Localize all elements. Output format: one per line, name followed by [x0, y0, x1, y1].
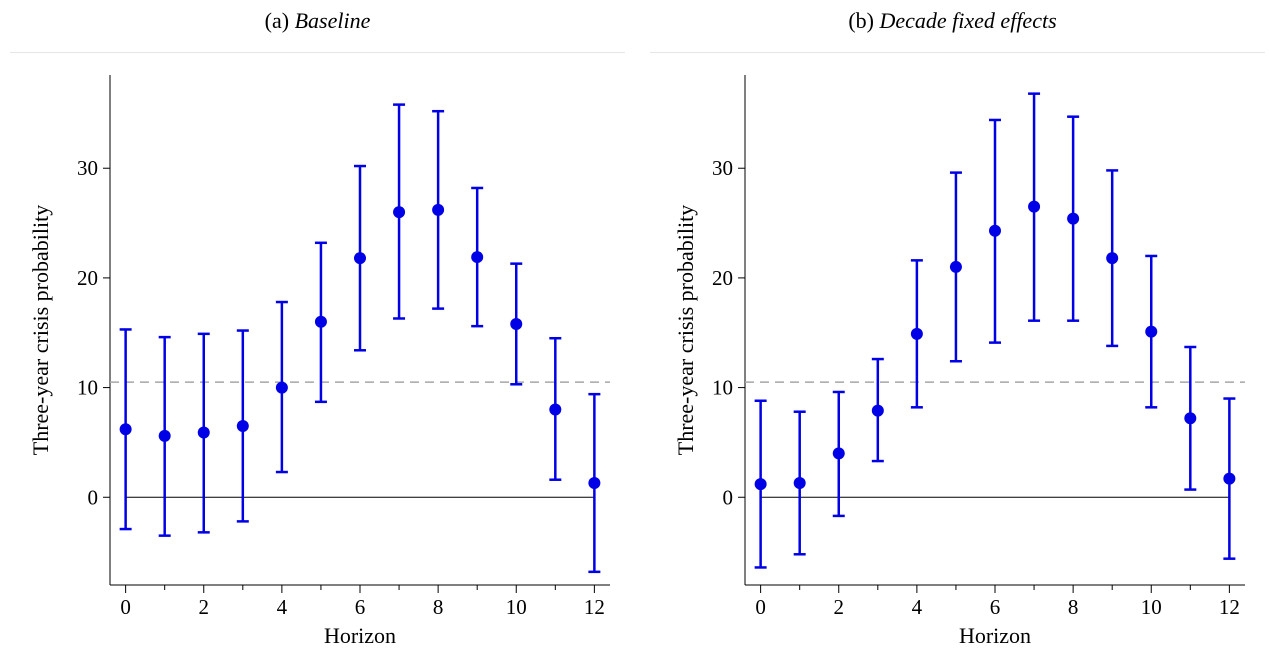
- y-tick-label: 0: [723, 485, 734, 509]
- panel-caption: (b) Decade fixed effects: [635, 8, 1270, 34]
- data-point: [354, 252, 366, 265]
- data-point: [549, 403, 562, 416]
- data-point: [1028, 200, 1041, 213]
- x-tick-label: 2: [199, 595, 210, 619]
- data-point: [236, 419, 249, 432]
- data-point: [1223, 472, 1236, 485]
- y-tick-label: 0: [88, 485, 99, 509]
- data-point: [158, 429, 171, 442]
- y-tick-label: 30: [712, 156, 733, 180]
- x-tick-label: 6: [355, 595, 366, 619]
- data-point: [275, 381, 288, 394]
- data-point: [314, 315, 327, 328]
- y-tick-label: 10: [712, 376, 733, 400]
- y-axis-label: Three-year crisis probability: [673, 205, 698, 455]
- data-point: [1106, 252, 1119, 265]
- data-point: [793, 477, 806, 489]
- x-tick-label: 8: [433, 595, 444, 619]
- data-point: [119, 423, 132, 436]
- x-tick-label: 6: [990, 595, 1001, 619]
- data-point: [1145, 325, 1158, 338]
- data-point: [197, 426, 210, 439]
- data-point: [1184, 412, 1197, 425]
- panel-subtitle: Baseline: [294, 8, 371, 33]
- data-point: [1067, 212, 1080, 225]
- y-tick-label: 20: [77, 266, 98, 290]
- x-tick-label: 4: [277, 595, 288, 619]
- panel-subtitle: Decade fixed effects: [879, 8, 1057, 33]
- data-point: [393, 206, 406, 219]
- caption-divider: [650, 52, 1265, 53]
- x-tick-label: 0: [755, 595, 766, 619]
- caption-divider: [10, 52, 625, 53]
- panel-baseline: (a) Baseline 0 10 20 30 0 2 4 6 8 10 12 Horizon Thre…: [0, 8, 635, 648]
- data-point: [510, 317, 523, 330]
- data-point: [588, 477, 601, 489]
- x-tick-label: 10: [506, 595, 527, 619]
- x-tick-label: 12: [1219, 595, 1240, 619]
- data-point: [832, 447, 845, 460]
- y-tick-label: 10: [77, 376, 98, 400]
- panel-letter: (b): [848, 8, 874, 33]
- data-point: [871, 404, 884, 417]
- panel-letter: (a): [264, 8, 290, 33]
- chart-baseline: 0 10 20 30 0 2 4 6 8 10 12 Horizon Three-year crisis…: [28, 75, 610, 648]
- chart-decade-fixed-effects: 0 10 20 30 0 2 4 6 8 10 12 Horizon Three-year crisis…: [673, 75, 1245, 648]
- data-point: [910, 327, 923, 340]
- y-axis-label: Three-year crisis probability: [28, 205, 53, 455]
- panel-caption: (a) Baseline: [0, 8, 635, 34]
- x-tick-label: 4: [912, 595, 923, 619]
- y-tick-label: 30: [77, 156, 98, 180]
- x-tick-label: 12: [584, 595, 605, 619]
- x-tick-label: 0: [120, 595, 131, 619]
- x-axis-label: Horizon: [959, 623, 1031, 648]
- panel-decade-fixed-effects: (b) Decade fixed effects 0 10 20 30 0 2 4 6 8 10 1…: [635, 0, 1270, 652]
- x-axis-label: Horizon: [324, 623, 396, 648]
- x-tick-label: 2: [834, 595, 845, 619]
- y-tick-label: 20: [712, 266, 733, 290]
- data-point: [949, 260, 962, 273]
- data-point: [989, 224, 1001, 237]
- data-point: [471, 251, 484, 264]
- data-point: [754, 478, 767, 491]
- data-point: [432, 203, 445, 216]
- x-tick-label: 8: [1068, 595, 1079, 619]
- x-tick-label: 10: [1141, 595, 1162, 619]
